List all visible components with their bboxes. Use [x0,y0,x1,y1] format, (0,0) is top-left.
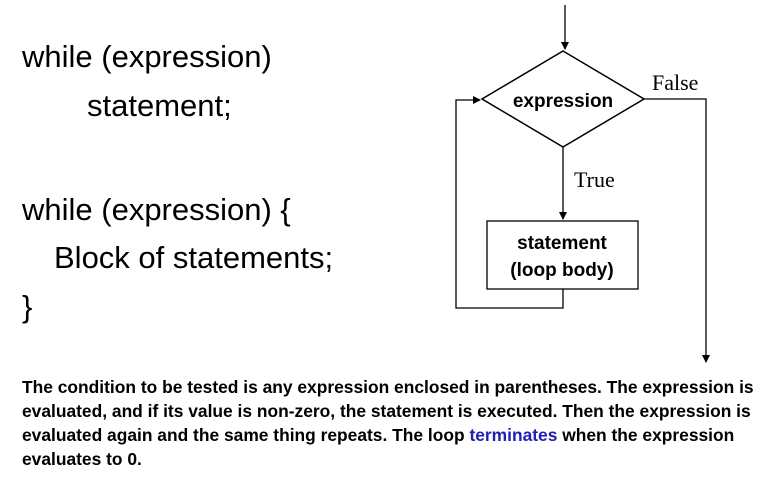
decision-label: expression [513,91,613,112]
false-label: False [652,70,698,95]
description-before: The condition to be tested is any expres… [22,377,754,445]
true-label: True [574,167,615,192]
description-highlight-terminates: terminates [469,425,558,445]
description-after: when the expression evaluates to 0. [22,425,735,469]
code-while-block-body: Block of statements; [54,240,334,275]
code-while-block-header: while (expression) { [22,192,291,227]
loop-body-line1: statement [517,233,607,254]
loop-body-line2: (loop body) [510,260,613,281]
false-exit-arrow [644,98,710,363]
loop-back-arrow [455,96,564,309]
description-text: The condition to be tested is any expres… [22,375,762,471]
loop-body-box [486,220,639,290]
code-while-block-closing: } [22,289,33,324]
code-while-simple-statement: statement; [87,88,232,123]
code-while-simple-header: while (expression) [22,39,272,74]
